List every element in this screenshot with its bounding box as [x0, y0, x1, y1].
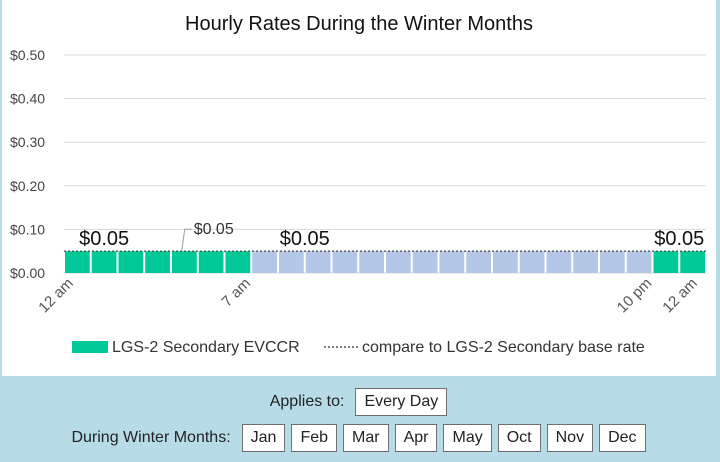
legend-swatch-evccr	[72, 341, 108, 353]
filter-controls: Applies to: Every Day During Winter Mont…	[0, 376, 720, 462]
rate-bar	[118, 251, 144, 273]
x-tick-label: 10 pm	[614, 275, 656, 317]
y-tick-label: $0.20	[10, 178, 45, 194]
data-label: $0.05	[280, 228, 330, 250]
rate-bar	[198, 251, 224, 273]
data-label: $0.05	[79, 228, 129, 250]
month-button[interactable]: Feb	[291, 424, 338, 452]
rate-bar	[546, 251, 572, 273]
rate-bar	[225, 251, 251, 273]
month-button[interactable]: Mar	[343, 424, 389, 452]
rate-bar	[65, 251, 90, 273]
x-tick-label: 12 am	[35, 275, 77, 317]
y-tick-label: $0.50	[10, 47, 45, 63]
month-button[interactable]: Oct	[497, 424, 541, 452]
rate-bar	[91, 251, 117, 273]
bars	[65, 251, 705, 273]
rate-bar	[172, 251, 197, 273]
data-labels: $0.05 $0.05 $0.05	[79, 228, 704, 250]
rate-bar	[386, 251, 411, 273]
applies-label: Applies to:	[269, 393, 345, 410]
legend: LGS-2 Secondary EVCCR compare to LGS-2 S…	[72, 339, 645, 356]
rate-bar	[359, 251, 384, 273]
y-axis-ticks: $0.50 $0.40 $0.30 $0.20 $0.10 $0.00	[10, 47, 45, 281]
rate-bar	[252, 251, 277, 273]
rate-bar	[305, 251, 331, 273]
rate-bar	[466, 251, 491, 273]
rate-bar	[279, 251, 304, 273]
month-button[interactable]: May	[443, 424, 492, 452]
month-button[interactable]: Jan	[241, 424, 286, 452]
month-button[interactable]: Nov	[546, 424, 594, 452]
legend-label-evccr: LGS-2 Secondary EVCCR	[112, 339, 300, 356]
y-tick-label: $0.30	[10, 134, 45, 150]
rate-bar	[332, 251, 358, 273]
rate-bar	[600, 251, 625, 273]
month-button[interactable]: Dec	[599, 424, 646, 452]
base-rate-label: $0.05	[194, 221, 234, 238]
rate-bar	[439, 251, 465, 273]
rate-bar	[680, 251, 705, 273]
y-tick-label: $0.10	[10, 221, 45, 237]
base-rate-callout	[181, 228, 192, 252]
hourly-rate-chart: Hourly Rates During the Winter Months $0…	[10, 13, 706, 356]
months-label: During Winter Months:	[71, 429, 231, 446]
applies-value-button[interactable]: Every Day	[355, 388, 448, 416]
x-tick-label: 7 am	[218, 275, 254, 311]
rate-bar	[519, 251, 545, 273]
chart-title: Hourly Rates During the Winter Months	[185, 13, 533, 35]
chart-panel: Hourly Rates During the Winter Months $0…	[2, 0, 716, 376]
rate-bar	[626, 251, 652, 273]
y-tick-label: $0.40	[10, 91, 45, 107]
base-rate-line: $0.05	[64, 221, 706, 252]
months-row: During Winter Months: Jan Feb Mar Apr Ma…	[0, 424, 720, 452]
legend-label-base-rate: compare to LGS-2 Secondary base rate	[362, 339, 645, 356]
rate-bar	[493, 251, 518, 273]
months-list: Jan Feb Mar Apr May Oct Nov Dec	[239, 424, 649, 452]
gridlines	[64, 54, 706, 274]
x-axis-ticks: 12 am 7 am 10 pm 12 am	[35, 275, 701, 317]
rate-bar	[412, 251, 438, 273]
data-label: $0.05	[654, 228, 704, 250]
x-tick-label: 12 am	[659, 275, 701, 317]
applies-row: Applies to: Every Day	[0, 388, 720, 416]
y-tick-label: $0.00	[10, 265, 45, 281]
rate-bar	[145, 251, 170, 273]
rate-bar	[653, 251, 679, 273]
rate-bar	[573, 251, 598, 273]
month-button[interactable]: Apr	[394, 424, 438, 452]
